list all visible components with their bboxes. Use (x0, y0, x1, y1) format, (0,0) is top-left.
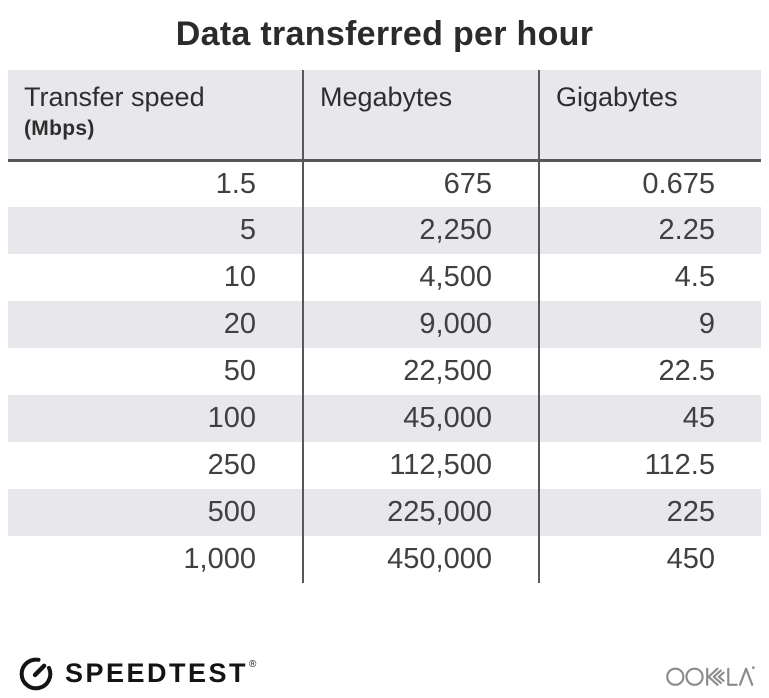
table-cell: 250 (8, 442, 304, 489)
column-header-label: Gigabytes (556, 82, 678, 112)
table-cell: 450 (539, 536, 761, 583)
table-cell: 4.5 (539, 254, 761, 301)
table-row: 20 9,000 9 (8, 301, 761, 348)
table-cell: 5 (8, 207, 304, 254)
table-cell: 10 (8, 254, 304, 301)
speedtest-logo: SPEEDTEST ® (15, 652, 256, 694)
table-cell: 22.5 (539, 348, 761, 395)
header-row: Transfer speed (Mbps) Megabytes Gigabyte… (8, 70, 761, 162)
table-row: 500 225,000 225 (8, 489, 761, 536)
table-row: 5 2,250 2.25 (8, 207, 761, 254)
table-cell: 20 (8, 301, 304, 348)
column-header-label: Transfer speed (24, 82, 205, 112)
table-row: 1,000 450,000 450 (8, 536, 761, 583)
speedtest-gauge-icon (19, 657, 53, 691)
speedtest-wordmark: SPEEDTEST (65, 657, 249, 688)
table-cell: 112.5 (539, 442, 761, 489)
table-row: 50 22,500 22.5 (8, 348, 761, 395)
table-body: 1.5 675 0.675 5 2,250 2.25 10 4,500 4.5 20 9,000 9 5… (8, 160, 761, 583)
table-cell: 675 (303, 160, 540, 207)
table-cell: 2,250 (303, 207, 540, 254)
column-header-sublabel: (Mbps) (24, 117, 95, 140)
column-header-transfer-speed: Transfer speed (Mbps) (8, 70, 304, 162)
table-cell: 4,500 (303, 254, 540, 301)
registered-trademark-symbol: ® (249, 659, 257, 670)
table-cell: 100 (8, 395, 304, 442)
data-table: Transfer speed (Mbps) Megabytes Gigabyte… (8, 70, 761, 583)
column-header-gigabytes: Gigabytes (539, 70, 761, 162)
table-cell: 0.675 (539, 160, 761, 207)
ookla-wordmark-icon (666, 666, 755, 686)
table-cell: 500 (8, 489, 304, 536)
column-header-label: Megabytes (320, 82, 453, 112)
table-cell: 45 (539, 395, 761, 442)
footer: SPEEDTEST ® (15, 648, 755, 698)
table-cell: 45,000 (303, 395, 540, 442)
table-row: 10 4,500 4.5 (8, 254, 761, 301)
table-cell: 50 (8, 348, 304, 395)
table-cell: 450,000 (303, 536, 540, 583)
ookla-logo (665, 658, 755, 688)
table-cell: 9,000 (303, 301, 540, 348)
table-cell: 22,500 (303, 348, 540, 395)
table-cell: 225,000 (303, 489, 540, 536)
table-cell: 1,000 (8, 536, 304, 583)
table-row: 100 45,000 45 (8, 395, 761, 442)
table-cell: 1.5 (8, 160, 304, 207)
table-cell: 112,500 (303, 442, 540, 489)
table-header: Transfer speed (Mbps) Megabytes Gigabyte… (8, 70, 761, 162)
table-row: 250 112,500 112.5 (8, 442, 761, 489)
table-cell: 9 (539, 301, 761, 348)
table-cell: 2.25 (539, 207, 761, 254)
column-header-megabytes: Megabytes (303, 70, 540, 162)
page-title: Data transferred per hour (175, 15, 594, 53)
table-row: 1.5 675 0.675 (8, 160, 761, 207)
table-cell: 225 (539, 489, 761, 536)
